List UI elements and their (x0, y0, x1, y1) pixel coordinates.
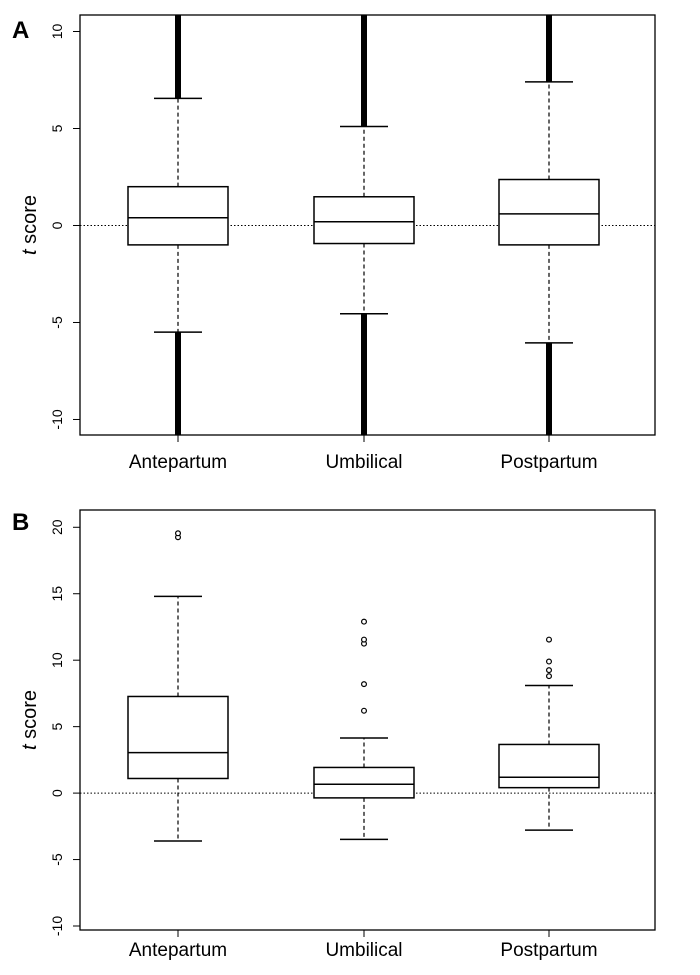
x-tick-label: Antepartum (129, 940, 227, 961)
y-tick-label: 15 (49, 586, 65, 602)
x-tick-label: Umbilical (325, 940, 402, 961)
outlier-point (361, 707, 368, 714)
box-postpartum (498, 636, 600, 831)
y-tick-label: 0 (49, 789, 65, 797)
plot-frame (79, 509, 656, 931)
y-axis-label-text: score (19, 195, 41, 249)
box-umbilical (313, 15, 415, 435)
x-tick-label: Umbilical (325, 452, 402, 473)
iqr-box (313, 196, 415, 245)
outlier-point (361, 681, 368, 688)
box-antepartum (127, 15, 229, 435)
outlier-point (361, 636, 368, 643)
iqr-box (498, 178, 600, 246)
x-tick-label: Postpartum (500, 452, 597, 473)
y-axis-label: t score (19, 195, 41, 255)
iqr-box (313, 766, 415, 799)
iqr-box (127, 695, 229, 780)
y-tick-label: 5 (49, 124, 65, 132)
y-tick-label: -5 (49, 853, 65, 866)
outlier-point (545, 658, 552, 665)
y-tick-label: 20 (49, 519, 65, 535)
y-axis-label-italic: t (19, 248, 41, 255)
outlier-point (175, 530, 182, 537)
iqr-box (498, 743, 600, 789)
panel-a: A -10 -5 0 5 10 t score Antepartum Umbilical Post… (12, 14, 656, 473)
y-tick-label: 10 (49, 23, 65, 39)
outlier-point (545, 636, 552, 643)
y-tick-label: -10 (49, 916, 65, 936)
outlier-point (545, 673, 552, 680)
outlier-point (545, 667, 552, 674)
y-tick-label: 0 (49, 221, 65, 229)
x-tick-label: Antepartum (129, 452, 227, 473)
y-axis-label-italic: t (19, 743, 41, 750)
y-tick-label: -5 (49, 316, 65, 329)
y-axis-label-text: score (19, 690, 41, 744)
box-antepartum (127, 530, 229, 842)
panel-label: A (12, 17, 29, 44)
iqr-box (127, 185, 229, 246)
panel-label: B (12, 509, 29, 536)
box-umbilical (313, 618, 415, 841)
y-tick-label: 10 (49, 652, 65, 668)
x-tick-label: Postpartum (500, 940, 597, 961)
outlier-point (361, 618, 368, 625)
y-tick-label: 5 (49, 723, 65, 731)
y-axis-label: t score (19, 690, 41, 750)
box-postpartum (498, 15, 600, 435)
panel-b: B -10 -5 0 5 10 15 20 t score Antepartum Umbilical… (12, 509, 656, 961)
y-tick-label: -10 (49, 409, 65, 429)
